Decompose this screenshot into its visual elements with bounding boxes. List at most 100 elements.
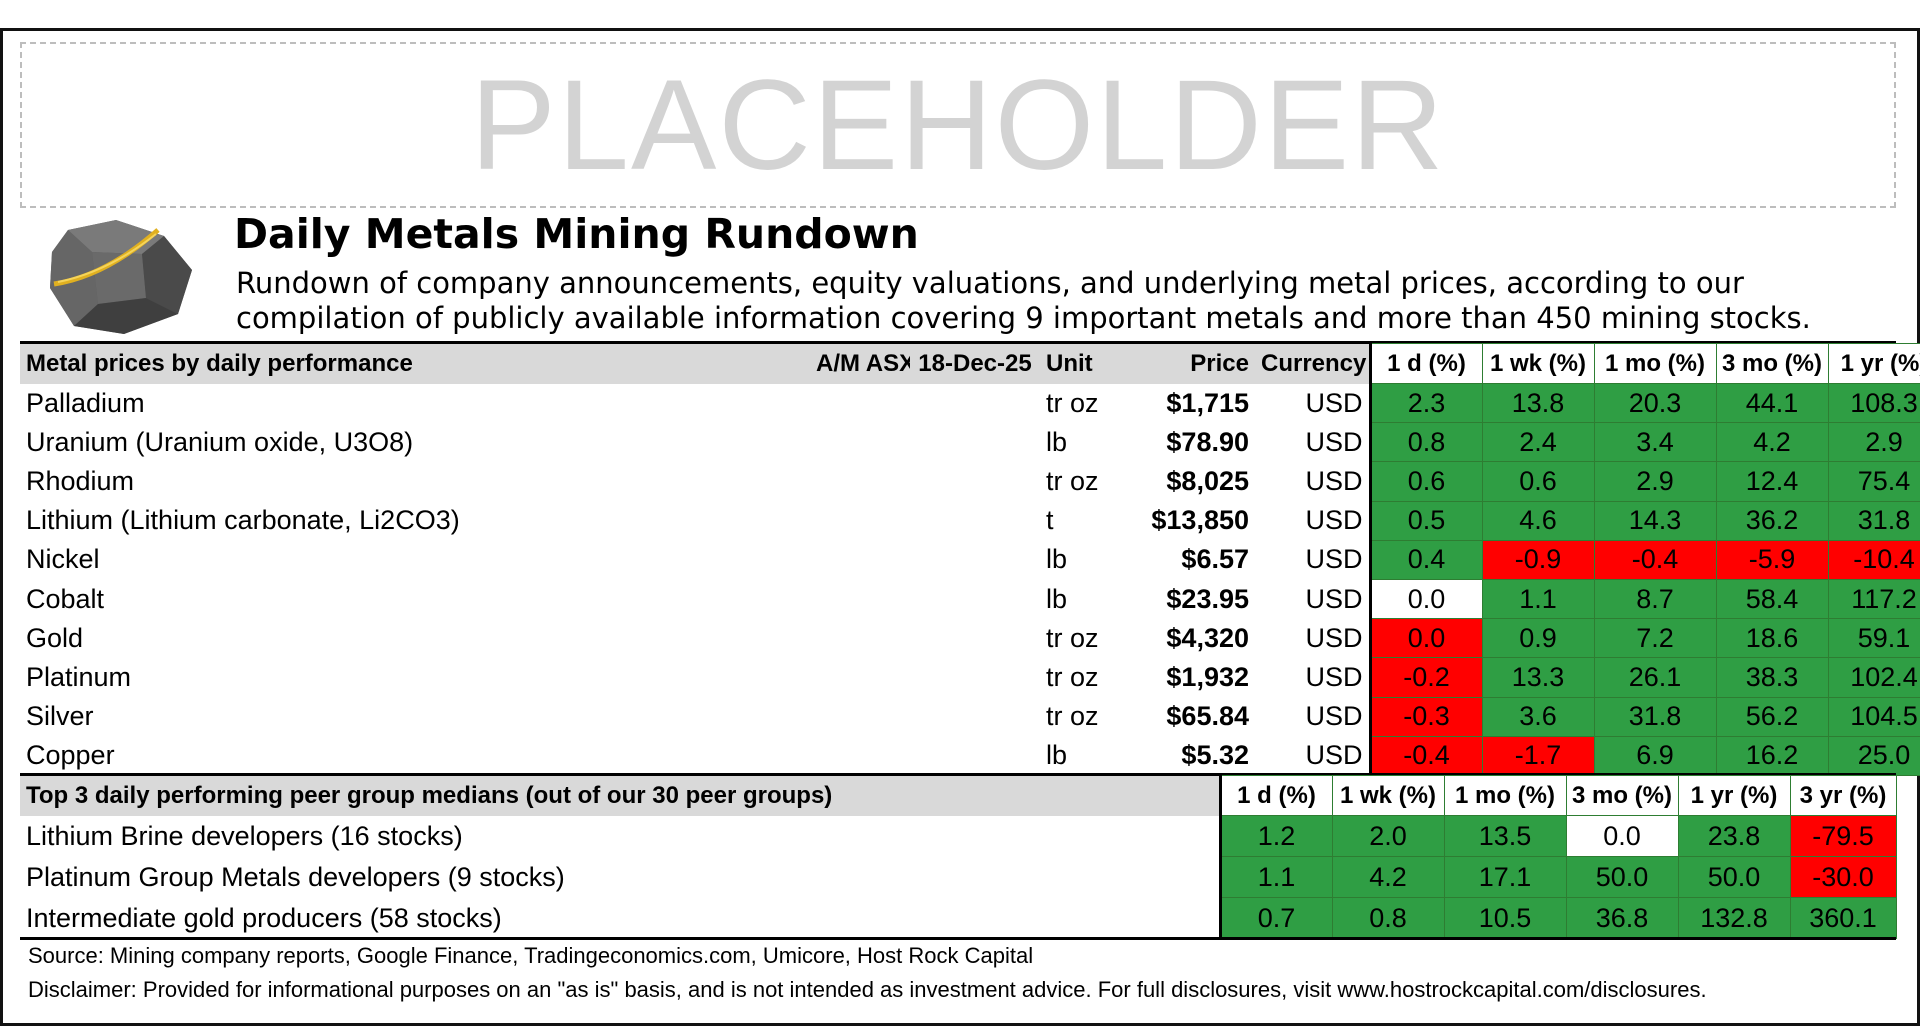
metal-price: $65.84 [1166, 701, 1249, 732]
metal-name: Silver [26, 701, 94, 732]
change-cell: 75.4 [1827, 461, 1920, 502]
change-cell: 0.0 [1565, 815, 1679, 857]
change-cell: 0.5 [1368, 500, 1483, 541]
change-cell: 44.1 [1715, 382, 1829, 424]
metal-unit: lb [1046, 583, 1068, 614]
change-cell: 117.2 [1827, 578, 1920, 620]
metal-price: $8,025 [1166, 465, 1249, 496]
metal-row: Nickellb$6.57USD0.4-0.9-0.4-5.9-10.4-41.… [20, 539, 1920, 580]
report-title: Daily Metals Mining Rundown [234, 210, 919, 258]
metal-currency: USD [1305, 505, 1363, 536]
change-cell: -79.5 [1789, 815, 1897, 857]
metal-price: $4,320 [1166, 622, 1249, 653]
header-period: 1 mo (%) [1443, 775, 1567, 816]
change-cell: 23.8 [1677, 815, 1791, 857]
change-cell: 13.8 [1481, 382, 1595, 424]
change-cell: 0.6 [1368, 461, 1483, 502]
change-cell: 102.4 [1827, 657, 1920, 698]
change-cell: 0.7 [1218, 897, 1333, 939]
metal-currency: USD [1305, 387, 1363, 418]
metal-currency: USD [1305, 740, 1363, 771]
metal-currency: USD [1305, 426, 1363, 457]
metal-currency: USD [1305, 622, 1363, 653]
change-cell: 360.1 [1789, 897, 1897, 939]
header-period: 1 mo (%) [1593, 343, 1717, 384]
change-cell: 0.0 [1368, 618, 1483, 659]
change-cell: 0.4 [1368, 539, 1483, 580]
header-period: 1 yr (%) [1677, 775, 1791, 816]
metal-prices-header-row: Metal prices by daily performance A/M ASX… [20, 343, 1920, 384]
change-cell: 1.1 [1481, 578, 1595, 620]
change-cell: 38.3 [1715, 657, 1829, 698]
metal-price: $5.32 [1181, 740, 1249, 771]
change-cell: 8.7 [1593, 578, 1717, 620]
change-cell: 50.0 [1565, 856, 1679, 898]
metal-currency: USD [1305, 583, 1363, 614]
header-metal: Metal prices by daily performance [20, 343, 810, 384]
source-note: Source: Mining company reports, Google F… [28, 943, 1034, 968]
change-cell: -10.4 [1827, 539, 1920, 580]
table-mid-rule [20, 773, 1896, 776]
metal-currency: USD [1305, 701, 1363, 732]
metal-unit: lb [1046, 426, 1068, 457]
metal-name: Cobalt [26, 583, 105, 614]
metal-price: $1,715 [1166, 387, 1249, 418]
change-cell: -0.2 [1368, 657, 1483, 698]
metal-row: Lithium (Lithium carbonate, Li2CO3) t $13,… [20, 500, 1920, 541]
metal-name: Platinum [26, 661, 132, 692]
change-cell: 6.9 [1593, 735, 1717, 776]
header-date: 18-Dec-25 [910, 343, 1040, 384]
change-cell: 132.8 [1677, 897, 1791, 939]
metal-price: $1,932 [1166, 661, 1249, 692]
metal-name: Gold [26, 622, 84, 653]
change-cell: -30.0 [1789, 856, 1897, 898]
peer-group-row: Intermediate gold producers (58 stocks) 0… [20, 897, 1897, 939]
metal-row: Uranium (Uranium oxide, U3O8) lb $78.90 USD… [20, 422, 1920, 463]
change-cell: -0.4 [1593, 539, 1717, 580]
peer-groups-header-row: Top 3 daily performing peer group median… [20, 775, 1897, 816]
change-cell: 36.8 [1565, 897, 1679, 939]
change-cell: 2.0 [1331, 815, 1445, 857]
metal-unit: tr oz [1046, 465, 1099, 496]
change-cell: 104.5 [1827, 696, 1920, 737]
change-cell: -5.9 [1715, 539, 1829, 580]
table-top-rule [20, 341, 1896, 344]
metal-unit: tr oz [1046, 387, 1099, 418]
metal-unit: tr oz [1046, 622, 1099, 653]
header-unit: Unit [1040, 343, 1145, 384]
metal-price: $23.95 [1166, 583, 1249, 614]
header-period: 1 d (%) [1368, 343, 1483, 384]
metal-unit: lb [1046, 740, 1068, 771]
change-cell: 7.2 [1593, 618, 1717, 659]
change-cell: 4.2 [1715, 422, 1829, 463]
metal-row: Palladium tr oz $1,715 USD 2.3 13.8 20.3 44.1 10… [20, 382, 1920, 424]
metal-unit: t [1046, 505, 1054, 536]
peer-group-name: Platinum Group Metals developers (9 stoc… [26, 861, 565, 892]
change-cell: 31.8 [1827, 500, 1920, 541]
peer-group-row: Lithium Brine developers (16 stocks) 1.2 2… [20, 815, 1897, 857]
metal-price: $6.57 [1181, 544, 1249, 575]
rock-ore-icon [50, 220, 192, 334]
change-cell: 56.2 [1715, 696, 1829, 737]
change-cell: 31.8 [1593, 696, 1717, 737]
metal-price: $78.90 [1166, 426, 1249, 457]
change-cell: 0.0 [1368, 578, 1483, 620]
change-cell: 3.4 [1593, 422, 1717, 463]
report-subtitle: Rundown of company announcements, equity… [236, 266, 1811, 335]
change-cell: 59.1 [1827, 618, 1920, 659]
change-cell: 10.5 [1443, 897, 1567, 939]
change-cell: 36.2 [1715, 500, 1829, 541]
metal-row: Platinum tr oz $1,932 USD -0.2 13.3 26.1 38.3 10… [20, 657, 1920, 698]
disclaimer-note: Disclaimer: Provided for informational p… [28, 977, 1707, 1002]
change-cell: 50.0 [1677, 856, 1791, 898]
metal-unit: tr oz [1046, 661, 1099, 692]
change-cell: 13.5 [1443, 815, 1567, 857]
metal-name: Lithium (Lithium carbonate, Li2CO3) [26, 505, 460, 536]
peer-group-row: Platinum Group Metals developers (9 stoc… [20, 856, 1897, 898]
table-bottom-rule [20, 937, 1896, 940]
header-period: 3 mo (%) [1565, 775, 1679, 816]
change-cell: -0.4 [1368, 735, 1483, 776]
